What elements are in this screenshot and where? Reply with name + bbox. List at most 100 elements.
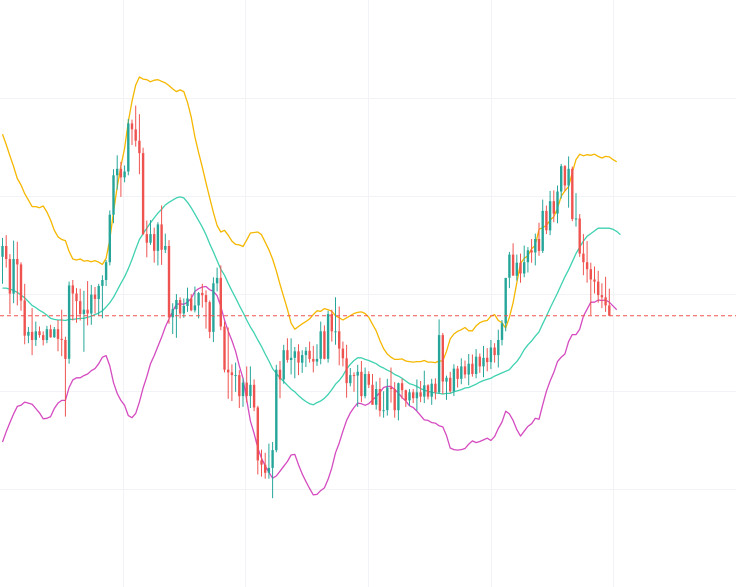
candle-down — [371, 374, 374, 405]
candle-body — [419, 392, 422, 397]
candle-body — [212, 283, 215, 332]
candle-body — [260, 460, 263, 465]
candle-down — [278, 361, 282, 399]
candle-body — [415, 392, 419, 399]
candle-up — [289, 338, 293, 375]
candle-up — [334, 297, 337, 345]
candle-body — [386, 387, 389, 411]
candle-up — [508, 251, 511, 289]
candle-down — [130, 119, 134, 145]
candle-body — [548, 201, 552, 231]
candle-up — [363, 367, 367, 399]
candle-body — [493, 347, 496, 356]
candle-body — [585, 262, 589, 270]
candle-down — [312, 345, 315, 373]
candle-body — [219, 277, 222, 327]
candle-body — [297, 351, 300, 363]
candle-body — [86, 309, 89, 314]
candle-down — [589, 262, 592, 316]
candle-body — [389, 387, 393, 390]
candle-body — [45, 329, 49, 340]
candle-body — [367, 374, 370, 385]
bollinger-middle-band — [2, 196, 621, 406]
candle-up — [156, 222, 160, 266]
candle-down — [145, 220, 148, 258]
candle-up — [548, 190, 552, 236]
candle-down — [23, 283, 26, 345]
candle-down — [134, 105, 137, 147]
candle-body — [608, 305, 611, 316]
candle-down — [190, 294, 193, 312]
candle-body — [289, 357, 293, 360]
candle-down — [71, 280, 74, 321]
candle-body — [375, 389, 378, 405]
candle-body — [108, 214, 111, 263]
candle-up — [349, 368, 352, 387]
candle-down — [138, 114, 141, 175]
candle-up — [1, 237, 4, 284]
candle-body — [182, 305, 185, 314]
candle-body — [423, 385, 426, 397]
candle-down — [153, 227, 156, 263]
candle-down — [178, 297, 182, 319]
candle-down — [30, 308, 34, 356]
candle-down — [223, 321, 226, 373]
candle-body — [315, 358, 319, 362]
candle-body — [275, 369, 278, 451]
candle-down — [227, 327, 230, 399]
candle-down — [367, 371, 370, 388]
candle-up — [149, 220, 152, 245]
candle-up — [301, 350, 304, 373]
candle-body — [474, 356, 478, 374]
candle-down — [286, 338, 289, 363]
candle-body — [445, 377, 448, 382]
candle-body — [400, 383, 404, 391]
candle-down — [582, 234, 585, 276]
candle-body — [589, 269, 592, 280]
candle-body — [338, 331, 341, 349]
candle-up — [53, 327, 56, 338]
candle-body — [208, 302, 211, 332]
candle-body — [356, 371, 359, 376]
candle-up — [97, 283, 100, 316]
candle-down — [493, 343, 496, 363]
candle-down — [42, 331, 45, 346]
candle-body — [519, 262, 522, 274]
candle-up — [234, 362, 237, 392]
candle-down — [330, 309, 333, 342]
candle-up — [304, 347, 308, 367]
candle-up — [282, 344, 285, 384]
candle-down — [352, 372, 356, 392]
candle-up — [574, 193, 578, 227]
candle-up — [186, 287, 189, 312]
candle-down — [604, 276, 607, 312]
candle-body — [382, 410, 385, 412]
candle-body — [508, 254, 511, 278]
candle-up — [567, 156, 570, 208]
candle-body — [323, 331, 326, 359]
bollinger-bands — [1, 76, 621, 496]
candle-body — [363, 374, 367, 397]
candle-body — [560, 166, 563, 192]
candle-down — [552, 190, 555, 223]
candle-down — [600, 283, 604, 309]
candle-body — [164, 246, 167, 250]
candle-down — [38, 326, 41, 338]
candle-up — [67, 281, 71, 364]
candle-down — [389, 367, 393, 403]
candle-up — [482, 345, 485, 378]
candle-body — [293, 351, 296, 358]
candle-body — [582, 253, 585, 263]
candle-up — [241, 378, 245, 407]
candle-down — [471, 354, 474, 377]
candle-body — [286, 350, 289, 360]
candle-body — [404, 390, 407, 401]
candle-body — [230, 372, 234, 376]
candle-body — [471, 363, 474, 374]
candle-body — [223, 326, 226, 370]
candle-up — [123, 165, 126, 183]
candle-down — [160, 205, 163, 265]
candle-body — [38, 331, 41, 336]
candle-body — [345, 358, 348, 384]
candle-up — [430, 378, 433, 405]
